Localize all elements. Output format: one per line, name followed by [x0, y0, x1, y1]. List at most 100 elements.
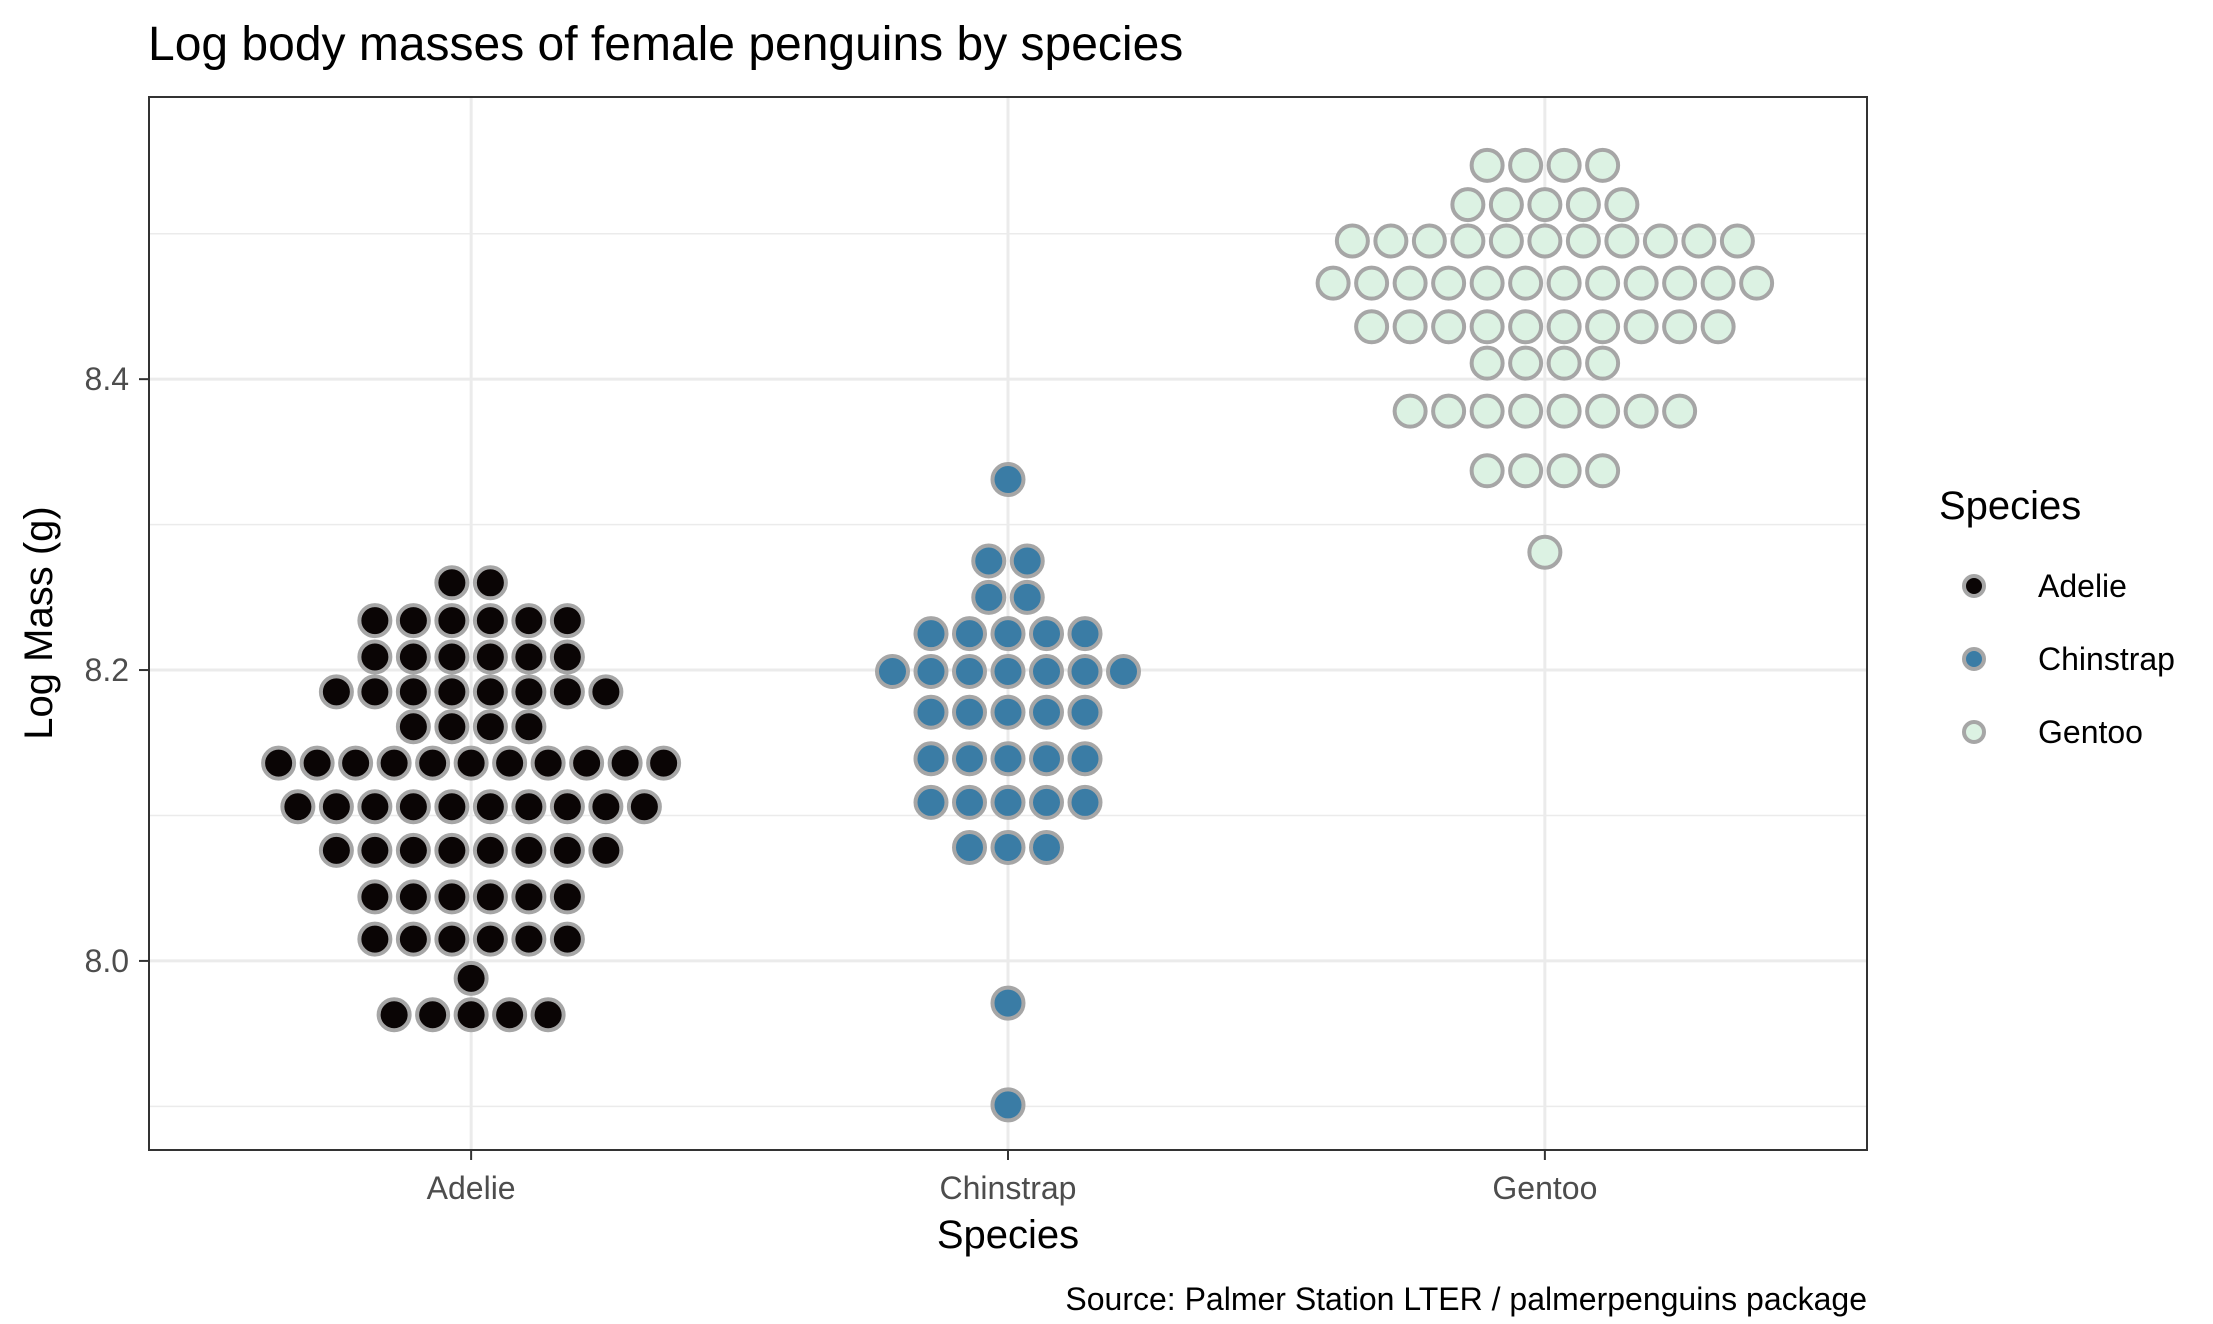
- data-point-adelie: [472, 921, 508, 957]
- data-point-chinstrap: [913, 653, 949, 689]
- data-point-chinstrap: [1029, 741, 1064, 777]
- data-point-adelie: [588, 789, 624, 825]
- data-point-gentoo: [1719, 223, 1755, 259]
- data-point-adelie: [395, 709, 431, 745]
- data-point-chinstrap: [1009, 579, 1045, 615]
- data-point-gentoo: [1546, 309, 1582, 345]
- legend: Species Adelie Chinstrap Gentoo: [1939, 484, 2175, 750]
- data-point-adelie: [549, 789, 585, 825]
- data-point-chinstrap: [1009, 543, 1045, 579]
- data-point-gentoo: [1527, 534, 1563, 570]
- data-point-adelie: [549, 879, 585, 915]
- data-point-chinstrap: [990, 741, 1026, 777]
- data-point-adelie: [261, 745, 297, 781]
- data-point-adelie: [588, 674, 624, 710]
- data-point-adelie: [530, 997, 566, 1033]
- data-point-gentoo: [1662, 309, 1698, 345]
- data-point-gentoo: [1508, 345, 1544, 381]
- chart-title: Log body masses of female penguins by sp…: [148, 18, 1183, 71]
- y-tick-label: 8.0: [85, 943, 129, 979]
- data-point-gentoo: [1546, 453, 1582, 489]
- data-point-gentoo: [1508, 453, 1544, 489]
- data-point-chinstrap: [952, 829, 987, 865]
- data-point-gentoo: [1662, 265, 1698, 301]
- data-point-adelie: [472, 674, 508, 710]
- data-point-adelie: [357, 879, 393, 915]
- data-point-gentoo: [1354, 309, 1390, 345]
- data-point-adelie: [395, 639, 431, 675]
- data-point-adelie: [607, 745, 643, 781]
- data-point-chinstrap: [875, 653, 910, 689]
- legend-key-adelie: [1962, 574, 1986, 598]
- data-point-gentoo: [1546, 265, 1582, 301]
- data-point-adelie: [395, 674, 431, 710]
- data-point-gentoo: [1469, 453, 1505, 489]
- data-point-gentoo: [1585, 393, 1621, 429]
- data-point-gentoo: [1527, 187, 1563, 223]
- x-tick-label: Gentoo: [1492, 1170, 1597, 1206]
- data-point-gentoo: [1642, 223, 1678, 259]
- data-point-gentoo: [1585, 345, 1621, 381]
- data-point-gentoo: [1334, 223, 1370, 259]
- data-point-chinstrap: [913, 741, 949, 777]
- data-point-adelie: [472, 789, 508, 825]
- data-point-chinstrap: [971, 543, 1007, 579]
- data-point-adelie: [434, 603, 470, 639]
- legend-label-chinstrap: Chinstrap: [2038, 641, 2175, 677]
- data-point-gentoo: [1623, 393, 1659, 429]
- data-point-adelie: [472, 565, 508, 601]
- data-point-gentoo: [1585, 309, 1621, 345]
- data-point-gentoo: [1450, 187, 1486, 223]
- data-point-adelie: [472, 709, 508, 745]
- data-point-adelie: [434, 832, 470, 868]
- data-point-adelie: [318, 832, 354, 868]
- data-point-gentoo: [1604, 223, 1640, 259]
- data-point-chinstrap: [990, 1087, 1026, 1123]
- legend-key-chinstrap: [1962, 647, 1986, 671]
- data-point-adelie: [530, 745, 566, 781]
- series-chinstrap: [875, 462, 1141, 1123]
- data-point-adelie: [453, 997, 489, 1033]
- data-point-adelie: [357, 789, 393, 825]
- data-point-adelie: [395, 879, 431, 915]
- data-point-gentoo: [1450, 223, 1486, 259]
- data-point-gentoo: [1392, 393, 1428, 429]
- data-point-adelie: [646, 745, 682, 781]
- data-point-chinstrap: [1067, 784, 1103, 820]
- data-point-gentoo: [1604, 187, 1640, 223]
- data-point-adelie: [453, 960, 489, 996]
- data-point-chinstrap: [952, 616, 987, 652]
- data-point-gentoo: [1623, 265, 1659, 301]
- data-point-adelie: [415, 997, 451, 1033]
- data-point-adelie: [472, 639, 508, 675]
- data-point-gentoo: [1431, 393, 1467, 429]
- caption: Source: Palmer Station LTER / palmerpeng…: [1065, 1281, 1867, 1317]
- y-tick-label: 8.2: [85, 652, 129, 688]
- data-point-adelie: [434, 565, 470, 601]
- legend-label-gentoo: Gentoo: [2038, 714, 2143, 750]
- x-tick-label: Chinstrap: [940, 1170, 1077, 1206]
- data-point-gentoo: [1681, 223, 1717, 259]
- x-axis: Adelie Chinstrap Gentoo: [427, 1150, 1597, 1206]
- data-point-gentoo: [1623, 309, 1659, 345]
- data-point-chinstrap: [952, 694, 987, 730]
- data-point-chinstrap: [1106, 653, 1141, 689]
- x-tick-label: Adelie: [427, 1170, 516, 1206]
- data-point-adelie: [549, 603, 585, 639]
- legend-title: Species: [1939, 484, 2081, 528]
- data-point-adelie: [511, 789, 547, 825]
- data-point-adelie: [511, 603, 547, 639]
- data-point-gentoo: [1488, 223, 1524, 259]
- data-points: [261, 147, 1775, 1123]
- data-point-chinstrap: [990, 784, 1026, 820]
- legend-label-adelie: Adelie: [2038, 568, 2127, 604]
- data-point-chinstrap: [1067, 694, 1103, 730]
- series-gentoo: [1315, 147, 1775, 570]
- data-point-gentoo: [1411, 223, 1447, 259]
- data-point-gentoo: [1469, 393, 1505, 429]
- data-point-adelie: [357, 603, 393, 639]
- data-point-gentoo: [1469, 265, 1505, 301]
- y-axis: 8.0 8.2 8.4: [85, 361, 149, 979]
- data-point-gentoo: [1488, 187, 1524, 223]
- y-axis-title: Log Mass (g): [17, 506, 61, 739]
